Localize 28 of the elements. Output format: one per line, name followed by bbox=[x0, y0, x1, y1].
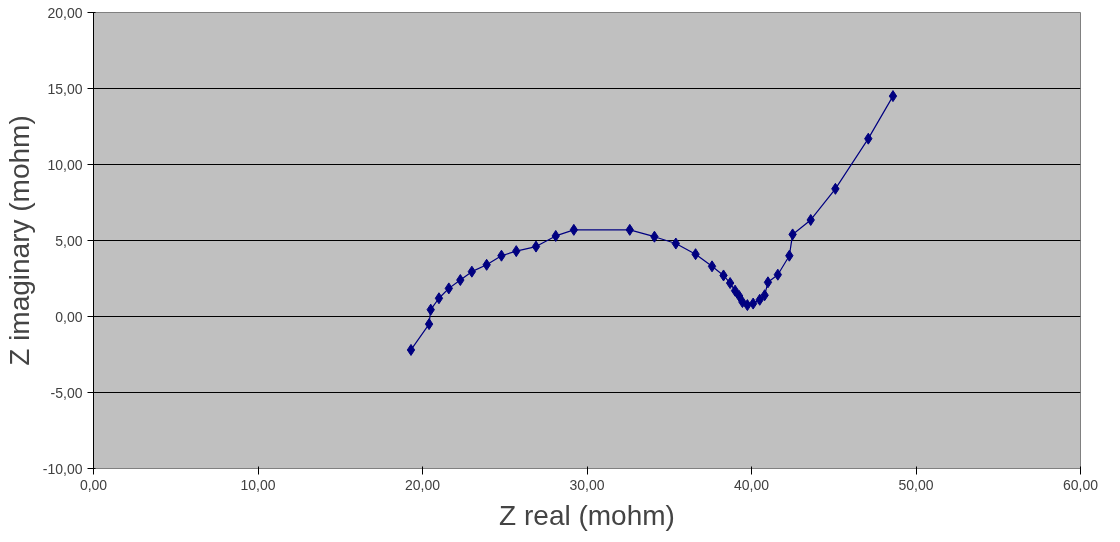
y-tick-label: -5,00 bbox=[50, 384, 83, 401]
point bbox=[434, 292, 444, 305]
point bbox=[888, 90, 898, 103]
x-tick-label: 10,00 bbox=[240, 476, 276, 493]
y-tick-label: 20,00 bbox=[47, 4, 83, 21]
y-tick-label: 15,00 bbox=[47, 80, 83, 97]
x-tick-label: 20,00 bbox=[404, 476, 441, 493]
x-tick-label: 60,00 bbox=[1062, 476, 1099, 493]
point bbox=[730, 284, 740, 297]
point bbox=[763, 276, 773, 289]
point bbox=[467, 265, 477, 278]
x-tick-label: 30,00 bbox=[569, 476, 605, 493]
point bbox=[748, 297, 758, 310]
point bbox=[569, 223, 579, 236]
point bbox=[725, 277, 735, 290]
point bbox=[406, 343, 416, 356]
x-tick-label: 0,00 bbox=[79, 476, 108, 493]
x-tick-label: 50,00 bbox=[898, 476, 934, 493]
x-axis-title: Z real (mohm) bbox=[499, 499, 675, 531]
x-tick-label: 40,00 bbox=[733, 476, 770, 493]
y-tick-label: 0,00 bbox=[55, 308, 83, 325]
point bbox=[707, 260, 717, 273]
point bbox=[424, 318, 434, 331]
y-axis-title: Z imaginary (mohm) bbox=[3, 115, 35, 366]
point bbox=[531, 240, 541, 253]
y-tick-label: -10,00 bbox=[42, 460, 83, 477]
y-tick-label: 10,00 bbox=[47, 156, 83, 173]
y-tick-label: 5,00 bbox=[55, 232, 83, 249]
